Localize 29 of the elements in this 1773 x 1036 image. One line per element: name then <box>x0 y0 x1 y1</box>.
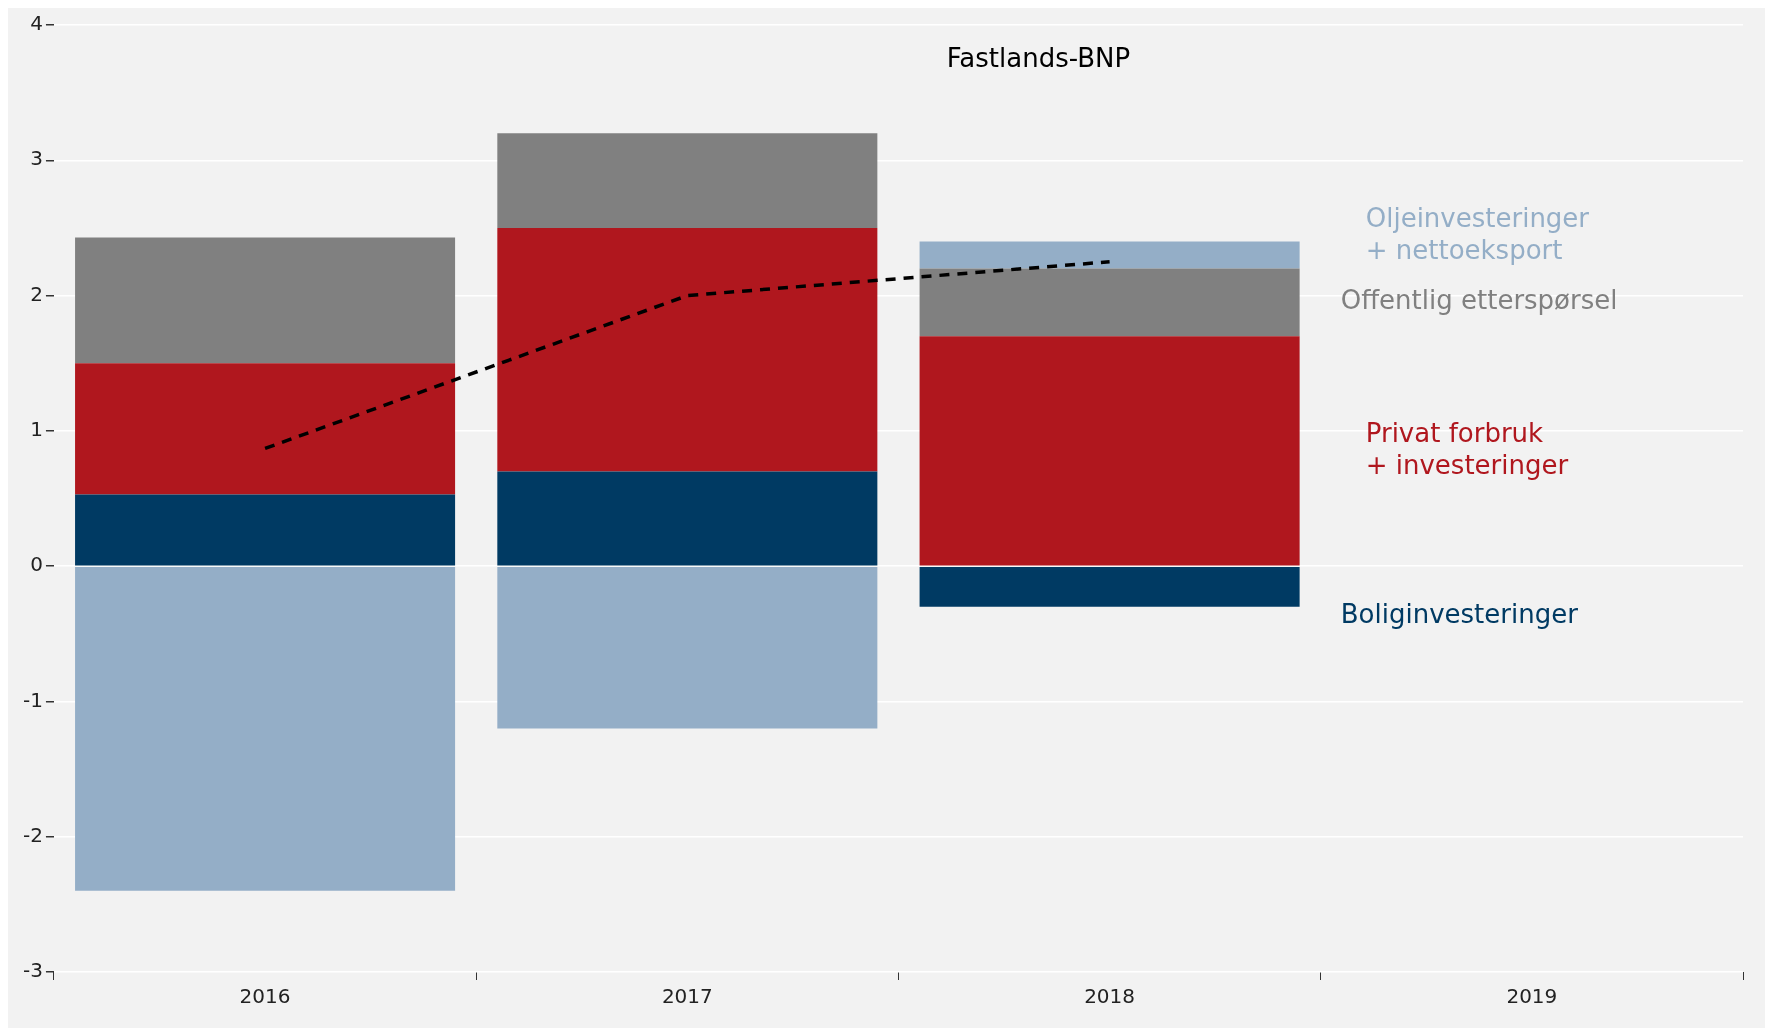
bar <box>919 566 1300 607</box>
text: Privat forbruk + investeringer <box>1365 417 1569 480</box>
bar <box>497 471 878 566</box>
bar <box>497 133 878 228</box>
y-tick-label: 4 <box>30 11 43 36</box>
text: Fastlands-BNP <box>946 42 1131 73</box>
y-tick-label: 0 <box>30 552 43 577</box>
series-label: Offentlig etterspørsel <box>1340 285 1618 316</box>
x-tick-label: 2016 <box>239 984 291 1009</box>
bar <box>497 566 878 729</box>
bar <box>75 237 456 364</box>
bar <box>919 336 1300 566</box>
y-tick-label: 1 <box>30 417 43 442</box>
y-tick-label: -3 <box>22 958 43 983</box>
bar <box>75 494 456 566</box>
bar <box>497 227 878 472</box>
y-tick-label: 3 <box>30 146 43 171</box>
x-tick-label: 2018 <box>1084 984 1136 1009</box>
text: Oljeinvesteringer + nettoeksport <box>1365 203 1590 266</box>
y-tick-label: -2 <box>22 822 43 847</box>
bar <box>75 566 456 891</box>
bar <box>75 363 456 495</box>
series-label: Boliginvesteringer <box>1340 599 1579 630</box>
x-tick-label: 2017 <box>661 984 713 1009</box>
bar <box>919 241 1300 269</box>
y-tick-label: -1 <box>22 687 43 712</box>
y-tick-label: 2 <box>30 281 43 306</box>
bar <box>919 268 1300 337</box>
x-tick-label: 2019 <box>1506 984 1558 1009</box>
